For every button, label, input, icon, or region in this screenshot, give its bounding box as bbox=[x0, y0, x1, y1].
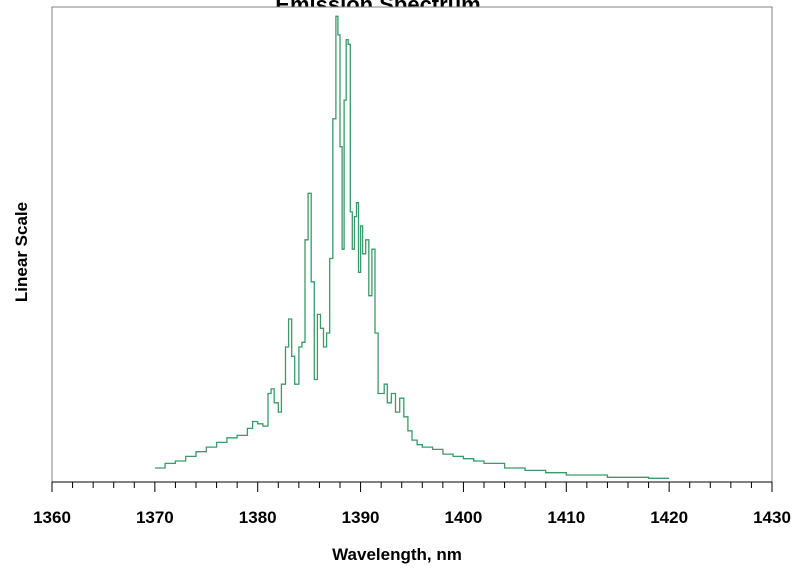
x-tick-label: 1380 bbox=[239, 508, 277, 527]
x-tick-label: 1400 bbox=[445, 508, 483, 527]
x-axis bbox=[51, 481, 773, 492]
y-axis-label: Linear Scale bbox=[12, 202, 31, 302]
plot-area bbox=[51, 6, 773, 483]
x-tick-label: 1410 bbox=[547, 508, 585, 527]
x-tick-label: 1370 bbox=[136, 508, 174, 527]
x-tick-label: 1420 bbox=[650, 508, 688, 527]
emission-spectrum-line bbox=[154, 15, 670, 479]
x-axis-label: Wavelength, nm bbox=[332, 545, 462, 564]
x-tick-label: 1360 bbox=[33, 508, 71, 527]
x-tick-labels: 1360 1370 1380 1390 1400 1410 1420 1430 bbox=[33, 508, 791, 527]
x-tick-label: 1390 bbox=[342, 508, 380, 527]
x-tick-label: 1430 bbox=[753, 508, 791, 527]
